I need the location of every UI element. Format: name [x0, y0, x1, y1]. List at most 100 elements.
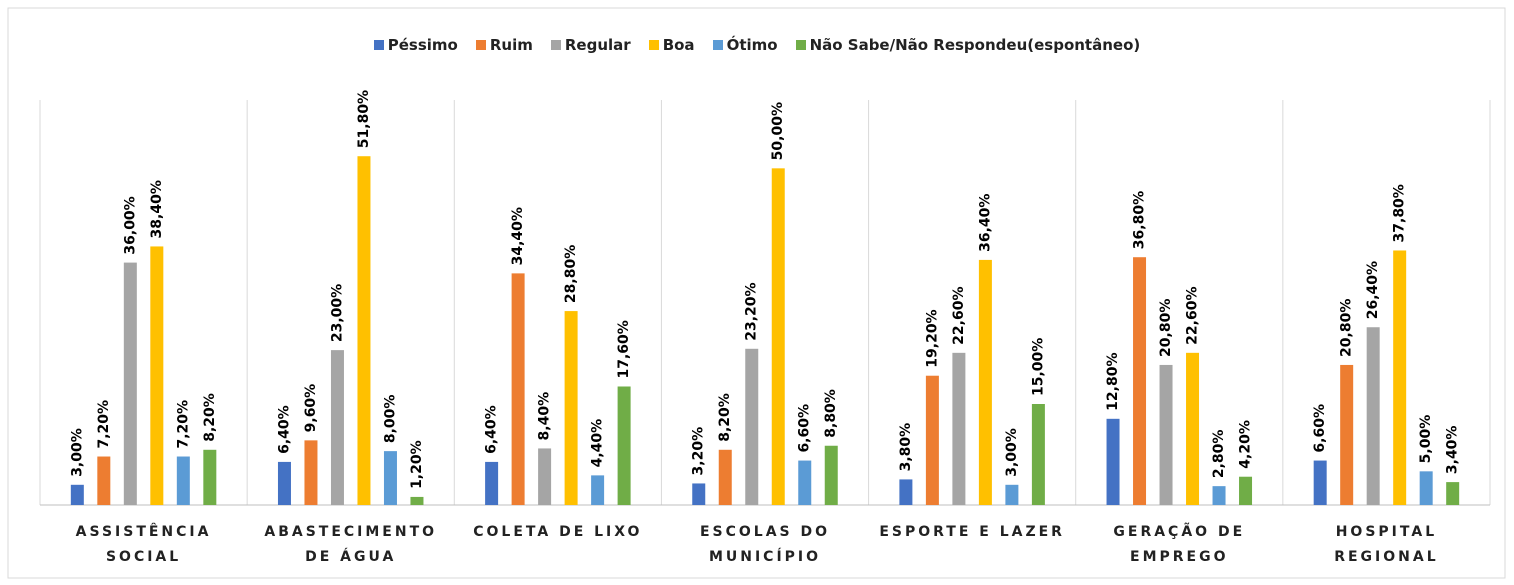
data-label: 36,40%: [977, 194, 993, 252]
data-label: 8,20%: [717, 393, 733, 442]
data-label: 6,40%: [276, 405, 292, 454]
legend-item: Ótimo: [712, 36, 778, 54]
bar: [978, 259, 992, 505]
data-label: 4,40%: [590, 419, 606, 468]
data-label: 7,20%: [175, 400, 191, 449]
data-label: 8,80%: [823, 389, 839, 438]
legend: Péssimo Ruim Regular Boa Ótimo Não Sabe/Não R…: [0, 36, 1514, 54]
bar: [123, 262, 137, 505]
bar: [1419, 471, 1433, 505]
legend-item: Ruim: [475, 36, 533, 54]
bar: [511, 273, 525, 505]
bar: [771, 168, 785, 506]
data-label: 8,40%: [537, 392, 553, 441]
x-tick-label: ESPORTE E LAZER: [879, 524, 1065, 540]
bar: [1133, 257, 1147, 505]
bar: [1340, 364, 1354, 505]
data-label: 28,80%: [563, 245, 579, 303]
bar: [485, 461, 499, 505]
legend-item: Regular: [550, 36, 631, 54]
bar: [952, 352, 966, 505]
bar: [1106, 418, 1120, 505]
data-label: 36,00%: [122, 196, 138, 254]
bar: [1005, 484, 1019, 505]
x-tick-label: ASSISTÊNCIA SOCIAL: [75, 524, 212, 565]
legend-swatch: [712, 40, 723, 50]
data-label: 7,20%: [96, 400, 112, 449]
x-tick-label: COLETA DE LIXO: [473, 524, 643, 540]
legend-item: Péssimo: [373, 36, 458, 54]
data-label: 9,60%: [303, 384, 319, 433]
bar: [97, 456, 111, 505]
bar: [330, 350, 344, 505]
bar: [1159, 364, 1173, 505]
legend-label: Ótimo: [726, 36, 778, 54]
data-label: 3,00%: [69, 428, 85, 477]
bar: [357, 156, 371, 506]
bar: [277, 461, 291, 505]
bar: [617, 386, 631, 505]
bar: [70, 484, 84, 505]
bar: [176, 456, 190, 505]
legend-swatch: [795, 40, 806, 50]
bar: [150, 246, 164, 505]
data-label: 3,00%: [1004, 428, 1020, 477]
data-label: 8,00%: [382, 395, 398, 444]
bar: [1212, 486, 1226, 505]
bar: [1393, 250, 1407, 505]
bar: [798, 460, 812, 505]
bar: [538, 448, 552, 505]
data-label: 20,80%: [1339, 299, 1355, 357]
bar: [1446, 482, 1460, 505]
bar: [383, 451, 397, 505]
data-label: 23,00%: [329, 284, 345, 342]
legend-label: Regular: [564, 36, 631, 54]
data-label: 6,60%: [797, 404, 813, 453]
data-label: 1,20%: [409, 440, 425, 489]
bar: [203, 449, 217, 505]
bar: [692, 483, 706, 505]
data-label: 26,40%: [1365, 261, 1381, 319]
bar: [304, 440, 318, 505]
data-label: 6,60%: [1312, 404, 1328, 453]
data-label: 8,20%: [202, 393, 218, 442]
x-tick-label: GERAÇÃO DE EMPREGO: [1113, 524, 1246, 565]
bar: [1366, 327, 1380, 505]
bar: [1031, 404, 1045, 505]
x-tick-label: ESCOLAS DO MUNICÍPIO: [699, 524, 831, 565]
bar: [1239, 476, 1253, 505]
legend-swatch: [648, 40, 659, 50]
data-label: 20,80%: [1158, 299, 1174, 357]
bar: [824, 445, 838, 505]
bar: [899, 479, 913, 505]
data-label: 51,80%: [356, 90, 372, 148]
legend-item: Não Sabe/Não Respondeu(espontâneo): [795, 36, 1141, 54]
legend-label: Ruim: [489, 36, 533, 54]
data-label: 19,20%: [924, 309, 940, 367]
data-label: 50,00%: [770, 102, 786, 160]
data-label: 4,20%: [1238, 420, 1254, 469]
bar: [591, 475, 605, 505]
data-label: 22,60%: [951, 287, 967, 345]
data-label: 22,60%: [1185, 287, 1201, 345]
legend-label: Não Sabe/Não Respondeu(espontâneo): [809, 36, 1141, 54]
data-label: 36,80%: [1132, 191, 1148, 249]
data-label: 37,80%: [1392, 184, 1408, 242]
data-label: 5,00%: [1418, 415, 1434, 464]
bar: [718, 449, 732, 505]
bar: [1186, 352, 1200, 505]
bar: [1313, 460, 1327, 505]
data-label: 17,60%: [616, 320, 632, 378]
bar: [745, 348, 759, 505]
x-tick-label: ABASTECIMENTO DE ÁGUA: [264, 524, 438, 565]
legend-swatch: [550, 40, 561, 50]
bar: [410, 496, 424, 505]
data-label: 3,20%: [691, 427, 707, 476]
data-label: 3,80%: [898, 423, 914, 472]
data-label: 12,80%: [1105, 353, 1121, 411]
legend-swatch: [373, 40, 384, 50]
data-label: 3,40%: [1445, 426, 1461, 475]
legend-swatch: [475, 40, 486, 50]
